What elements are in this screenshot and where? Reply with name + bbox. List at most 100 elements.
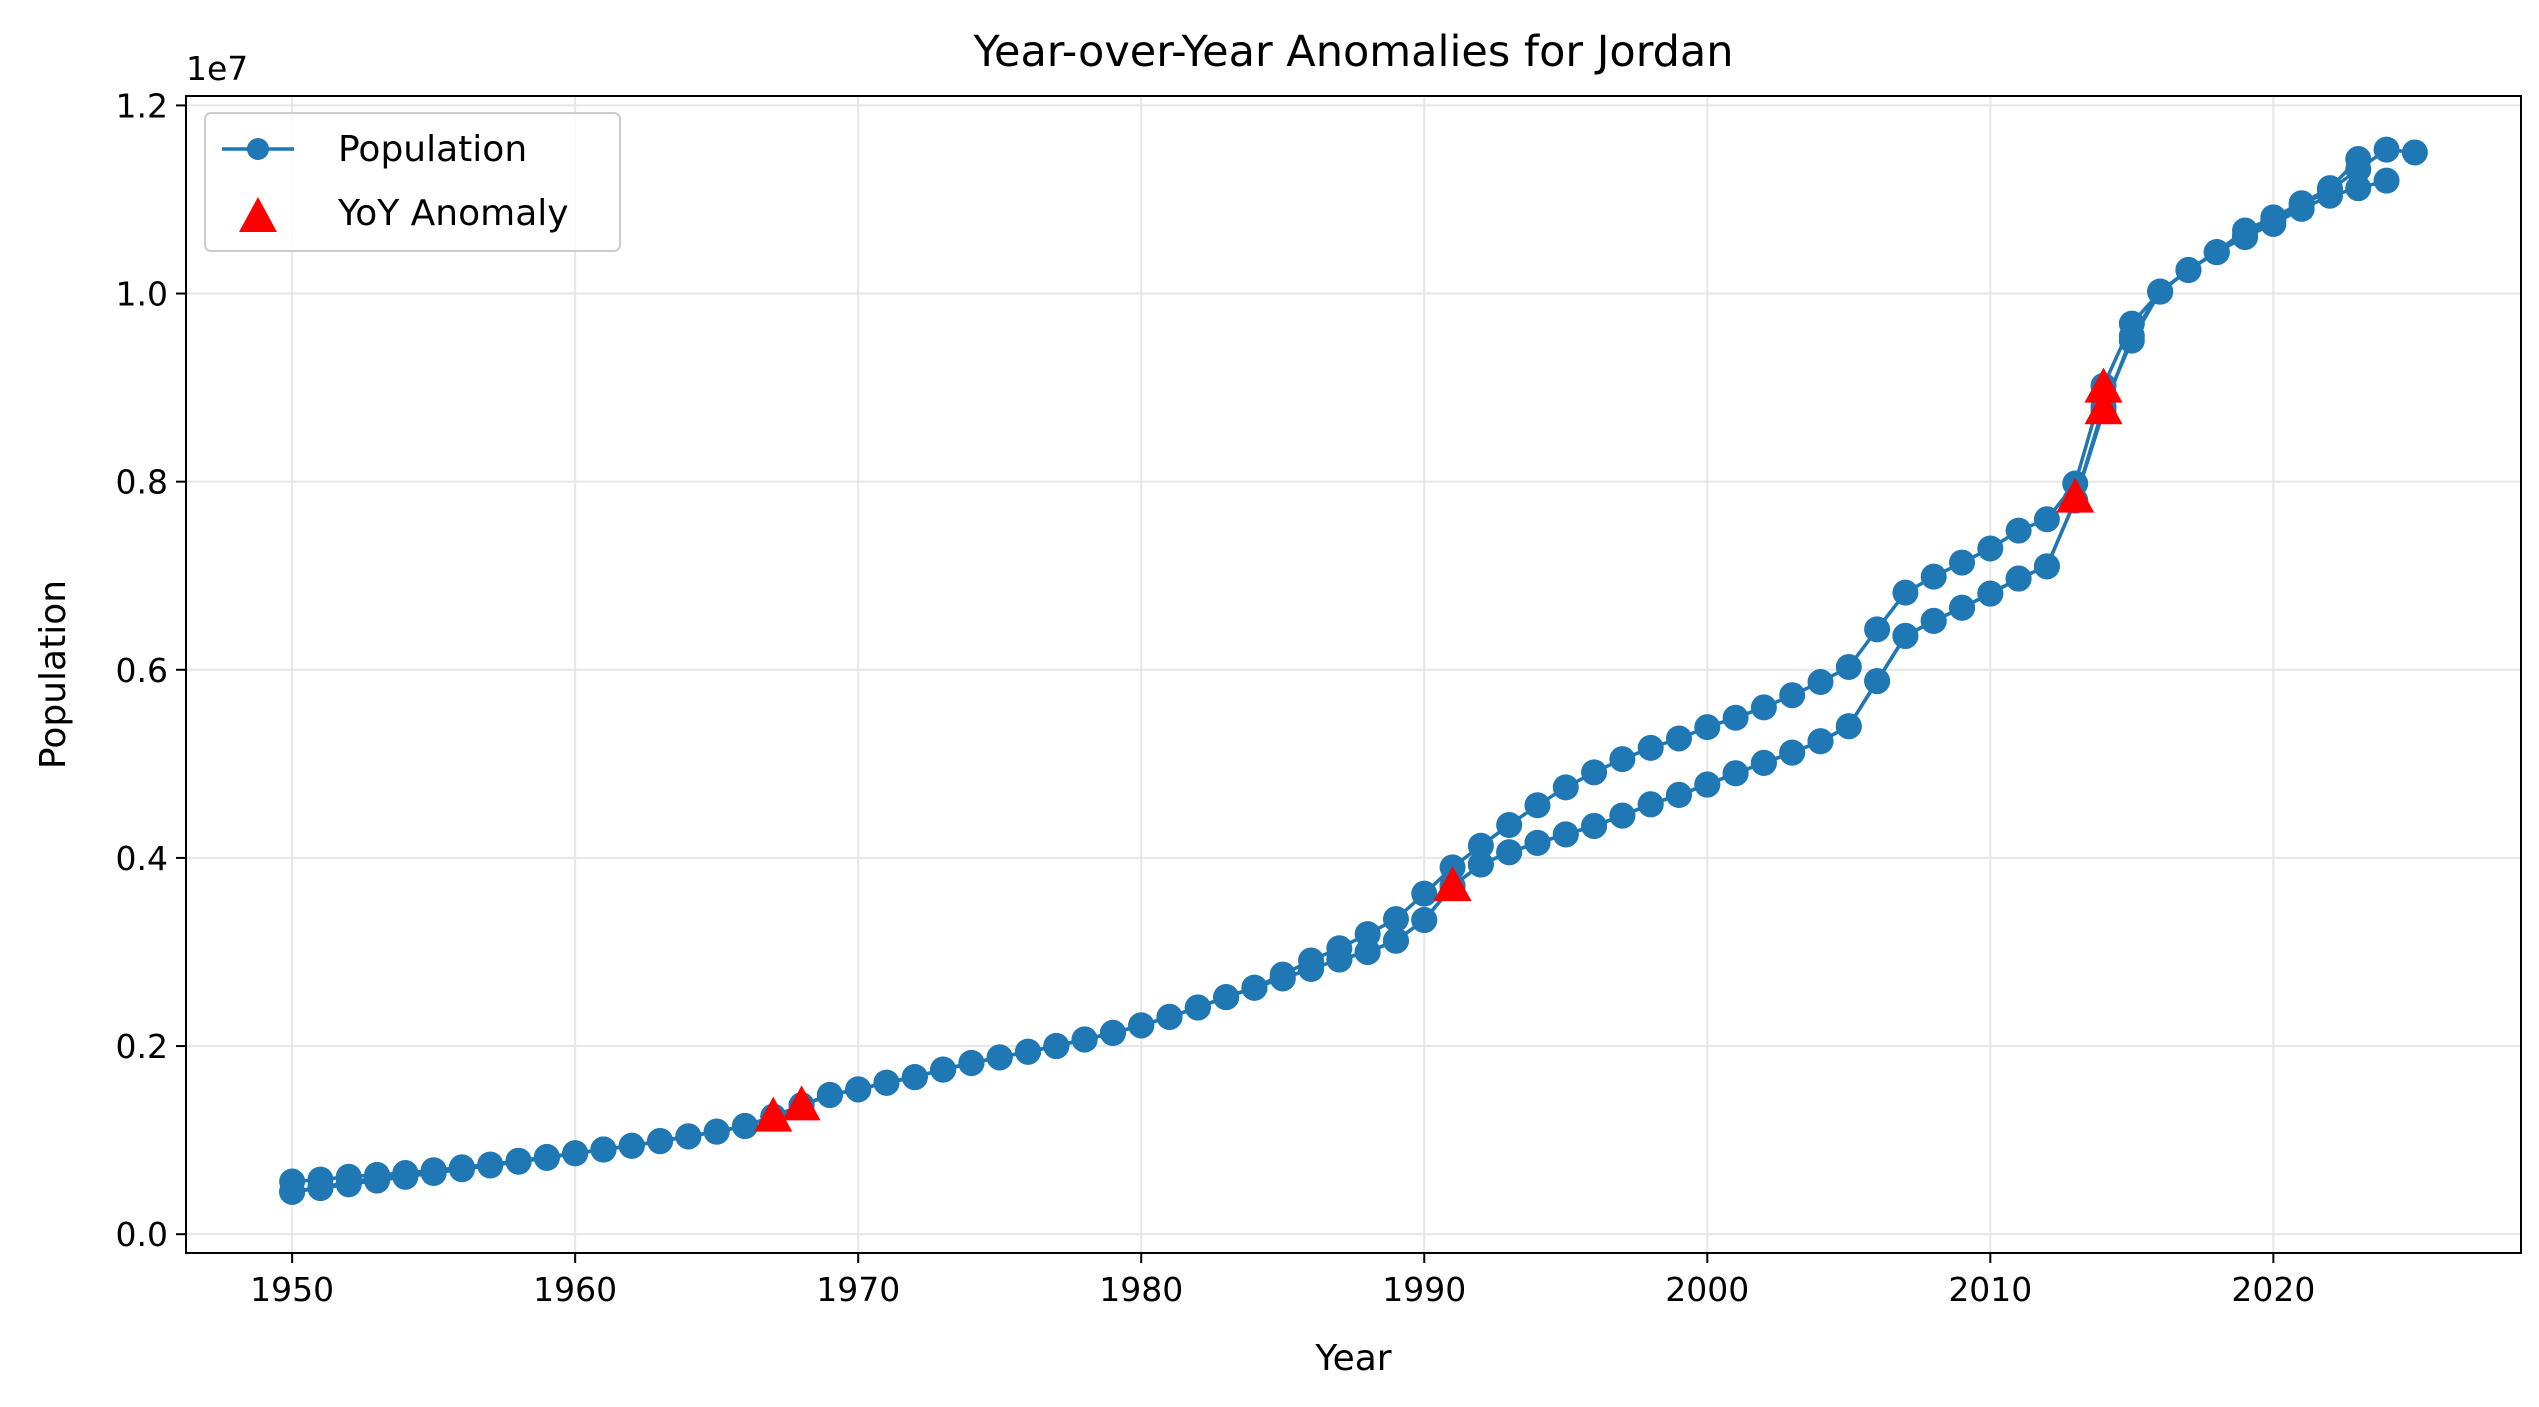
population-point <box>930 1056 957 1083</box>
anomaly-point <box>2084 389 2123 425</box>
population-point <box>873 1069 900 1096</box>
population-point <box>505 1148 532 1175</box>
y-tick-label: 0.6 <box>116 651 168 690</box>
population-point <box>1467 832 1494 859</box>
population-point <box>2316 177 2343 204</box>
population-point <box>1524 829 1551 856</box>
y-axis-label: Population <box>33 580 74 769</box>
x-tick-label: 2020 <box>2231 1270 2315 1309</box>
population-point <box>420 1160 447 1187</box>
legend-population-marker <box>247 138 269 160</box>
population-point <box>392 1163 419 1190</box>
x-tick-label: 2010 <box>1948 1270 2032 1309</box>
legend-anomaly-label: YoY Anomaly <box>337 193 569 234</box>
anomaly-point <box>754 1096 793 1132</box>
population-point <box>731 1113 758 1140</box>
x-tick-label: 1990 <box>1382 1270 1466 1309</box>
population-point <box>2373 167 2400 194</box>
population-point <box>1467 851 1494 878</box>
population-point <box>2288 192 2315 219</box>
population-point <box>1637 791 1664 818</box>
population-point <box>590 1136 617 1163</box>
population-point <box>1977 580 2004 607</box>
population-point <box>1750 694 1777 721</box>
population-point <box>675 1123 702 1150</box>
population-point <box>1864 616 1891 643</box>
legend-population-label: Population <box>338 129 527 170</box>
population-point <box>448 1156 475 1183</box>
x-tick-label: 1970 <box>816 1270 900 1309</box>
population-point <box>816 1081 843 1108</box>
anomaly-point <box>2056 477 2095 513</box>
population-point <box>1750 749 1777 776</box>
population-point <box>2401 139 2428 166</box>
population-point <box>1892 579 1919 606</box>
population-point <box>307 1175 334 1202</box>
axes-frame <box>185 95 2522 1254</box>
y-tick-label: 0.4 <box>116 839 168 878</box>
population-point <box>1835 653 1862 680</box>
anomaly-point <box>2084 367 2123 403</box>
population-point <box>958 1049 985 1076</box>
population-point <box>1581 759 1608 786</box>
population-point <box>1779 682 1806 709</box>
anomaly-point <box>1433 866 1472 902</box>
population-point <box>1637 734 1664 761</box>
chart-title: Year-over-Year Anomalies for Jordan <box>972 27 1733 77</box>
population-point <box>1807 669 1834 696</box>
population-line <box>291 147 2416 1194</box>
x-tick-label: 1980 <box>1099 1270 1183 1309</box>
population-point <box>647 1128 674 1155</box>
population-point <box>1269 965 1296 992</box>
population-point <box>1694 771 1721 798</box>
y-tick-label: 1.0 <box>116 275 168 314</box>
population-point <box>1524 792 1551 819</box>
y-tick-label: 0.8 <box>116 463 168 502</box>
ticks: 1950 1960 1970 1980 1990 2000 2010 2020 0.0 0.2 0.… <box>116 86 2316 1309</box>
population-point <box>335 1171 362 1198</box>
population-point <box>2373 136 2400 163</box>
population-point <box>1581 812 1608 839</box>
population-point <box>1609 802 1636 829</box>
y-tick-label: 1.2 <box>116 86 168 125</box>
population-point <box>2033 553 2060 580</box>
population-point <box>1665 725 1692 752</box>
population-point <box>1099 1019 1126 1046</box>
legend-box <box>204 112 621 252</box>
population-point <box>1722 704 1749 731</box>
population-point <box>1779 739 1806 766</box>
population-point <box>1552 821 1579 848</box>
population-point <box>1920 563 1947 590</box>
population-point <box>1213 984 1240 1011</box>
population-point <box>703 1118 730 1145</box>
population-point <box>562 1140 589 1167</box>
population-point <box>2260 207 2287 234</box>
population-point <box>2118 322 2145 349</box>
population-point <box>1977 535 2004 562</box>
population-point <box>901 1064 928 1091</box>
plot-area <box>279 136 2428 1205</box>
population-point <box>1128 1012 1155 1039</box>
population-point <box>533 1144 560 1171</box>
population-point <box>2005 565 2032 592</box>
population-point <box>1949 594 1976 621</box>
population-point <box>2147 278 2174 305</box>
y-axis-offset-label: 1e7 <box>186 49 248 88</box>
population-point <box>477 1152 504 1179</box>
population-point <box>279 1178 306 1205</box>
population-point <box>364 1167 391 1194</box>
population-point <box>1184 994 1211 1021</box>
population-point <box>2345 175 2372 202</box>
population-point <box>1665 781 1692 808</box>
population-point <box>1496 839 1523 866</box>
population-point <box>1609 746 1636 773</box>
population-point <box>1354 921 1381 948</box>
population-point <box>1411 907 1438 934</box>
population-point <box>618 1132 645 1159</box>
legend-anomaly-marker <box>239 197 277 232</box>
population-point <box>1411 880 1438 907</box>
population-point <box>1722 760 1749 787</box>
x-tick-label: 2000 <box>1665 1270 1749 1309</box>
population-point <box>1382 906 1409 933</box>
